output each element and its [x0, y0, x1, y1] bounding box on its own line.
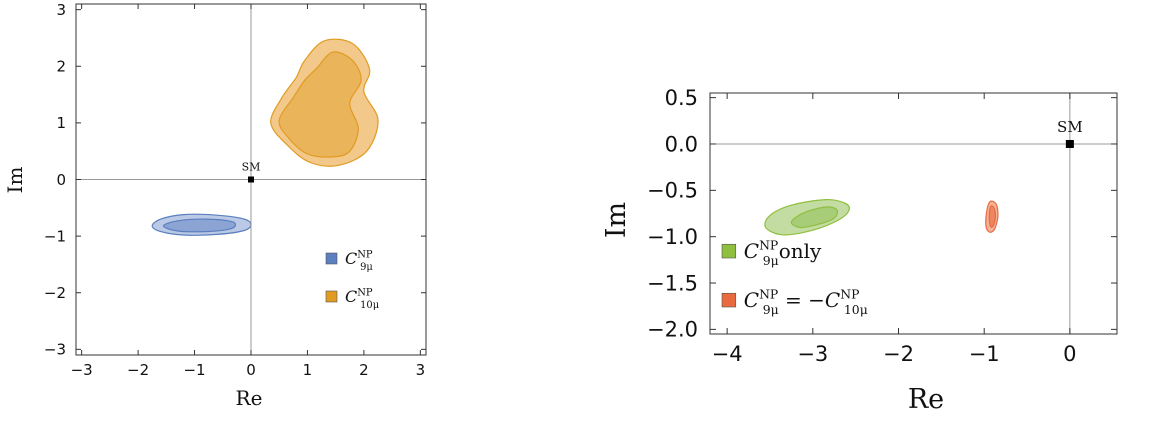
- legend: CNP 9μ CNP 10μ: [325, 249, 380, 311]
- sm-label: SM: [1057, 118, 1083, 136]
- sm-label: SM: [242, 161, 261, 174]
- y-tick-label: 0.5: [665, 86, 698, 110]
- y-tick-label: −2.0: [647, 318, 698, 342]
- legend-swatch-1: [325, 252, 338, 265]
- x-tick-label: 1: [303, 361, 313, 379]
- x-tick-label: 2: [359, 361, 369, 379]
- y-tick-label: −1.0: [647, 225, 698, 249]
- y-tick-label: −1.5: [647, 271, 698, 295]
- y-axis-label: Im: [601, 202, 632, 238]
- legend-label-2: CNP 9μ = −CNP 10μ: [744, 287, 868, 318]
- legend: CNP 9μonly CNP 9μ = −CNP 10μ: [721, 238, 868, 318]
- x-tick-label: 0: [246, 361, 256, 379]
- contour-inner-series-1: [162, 218, 237, 233]
- sm-point: SM: [242, 161, 261, 183]
- y-tick-label: 0: [56, 171, 66, 189]
- x-axis-label: Re: [908, 384, 944, 415]
- x-tick-label: −3: [797, 342, 828, 366]
- y-tick-label: −2: [44, 284, 66, 302]
- x-tick-label: −1: [183, 361, 205, 379]
- legend-label-1: CNP 9μ: [345, 249, 373, 273]
- legend-swatch-2: [325, 290, 338, 303]
- y-tick-label: −3: [44, 341, 66, 359]
- contour-inner-series-2: [988, 205, 996, 228]
- x-tick-label: 3: [416, 361, 426, 379]
- sm-point: SM: [1057, 118, 1083, 148]
- x-axis-label: Re: [236, 386, 263, 410]
- y-tick-label: 1: [56, 114, 66, 132]
- x-tick-label: −1: [969, 342, 1000, 366]
- x-tick-label: −2: [883, 342, 914, 366]
- y-tick-label: −1: [44, 227, 66, 245]
- sm-marker: [1065, 139, 1074, 148]
- legend-swatch-1: [721, 243, 737, 259]
- x-tick-label: 0: [1063, 342, 1076, 366]
- y-axis-label: Im: [3, 167, 27, 194]
- y-tick-label: −0.5: [647, 179, 698, 203]
- plot-frame: [709, 92, 1118, 335]
- y-tick-label: 0.0: [665, 132, 698, 156]
- legend-swatch-2: [721, 292, 737, 308]
- contour-chart-right: −4 −3 −2 −1 0 0.5 0.0 −0.5 −1.0 −1.5 −2.0 SM Re Im…: [601, 86, 1118, 415]
- legend-label-1: CNP 9μonly: [744, 238, 822, 269]
- x-tick-label: −3: [71, 361, 93, 379]
- y-tick-label: 2: [56, 58, 66, 76]
- contour-chart-left: −3 −2 −1 0 1 2 3 −3 −2 −1 0 1 2 3 SM Re Im CNP 9μ CNP 10…: [3, 1, 427, 410]
- x-tick-label: −4: [712, 342, 743, 366]
- x-tick-label: −2: [127, 361, 149, 379]
- sm-marker: [248, 176, 254, 183]
- legend-label-2: CNP 10μ: [345, 287, 380, 311]
- y-tick-label: 3: [56, 1, 66, 19]
- contour-inner-series-1: [790, 206, 839, 229]
- contour-inner-series-2: [278, 51, 362, 158]
